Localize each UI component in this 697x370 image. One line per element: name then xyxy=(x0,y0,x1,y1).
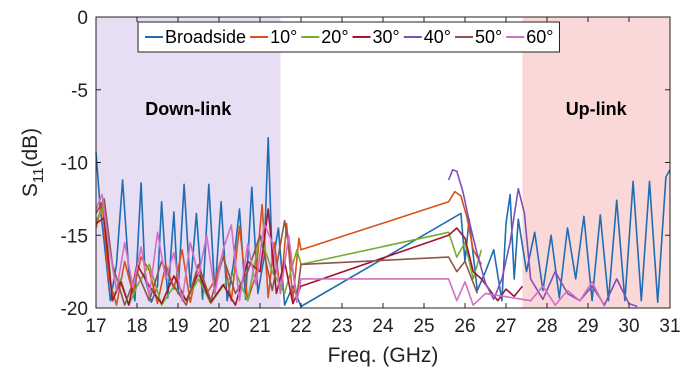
y-tick-label-2: -10 xyxy=(61,154,88,175)
y-tick-label-1: -5 xyxy=(71,81,88,102)
band-label-0: Down-link xyxy=(145,99,232,119)
series-line-5 xyxy=(95,198,479,306)
x-tick-label-0: 17 xyxy=(85,316,106,337)
x-tick-label-6: 23 xyxy=(331,316,352,337)
x-axis-title: Freq. (GHz) xyxy=(328,344,439,367)
x-tick-label-5: 22 xyxy=(290,316,311,337)
x-tick-label-10: 27 xyxy=(495,316,516,337)
y-axis-title-main: S xyxy=(19,183,42,197)
x-tick-label-4: 21 xyxy=(249,316,270,337)
y-tick-label-4: -20 xyxy=(61,299,88,320)
series-line-6 xyxy=(95,193,606,307)
y-tick-label-0: 0 xyxy=(77,8,88,29)
legend-entry-0: Broadside xyxy=(165,27,246,47)
legend-entry-2: 20° xyxy=(321,27,348,47)
x-tick-label-3: 20 xyxy=(208,316,229,337)
band-label-1: Up-link xyxy=(566,99,628,119)
y-axis-title-unit: (dB) xyxy=(19,128,42,168)
x-tick-label-14: 31 xyxy=(659,316,680,337)
series-lines xyxy=(95,137,671,308)
x-tick-label-9: 26 xyxy=(454,316,475,337)
x-tick-label-13: 30 xyxy=(618,316,639,337)
band-labels: Down-link Up-link xyxy=(145,99,627,119)
axis-ticks: 17 18 19 20 21 22 23 24 25 26 27 28 29 30 31 0 -5 -10 -15 -… xyxy=(61,8,681,337)
legend-entry-4: 40° xyxy=(424,27,451,47)
legend-entry-6: 60° xyxy=(526,27,553,47)
x-tick-label-8: 25 xyxy=(413,316,434,337)
x-tick-label-12: 29 xyxy=(577,316,598,337)
x-tick-label-7: 24 xyxy=(372,316,394,337)
y-axis-title-subscript: 11 xyxy=(30,168,47,184)
x-tick-label-1: 18 xyxy=(126,316,147,337)
y-tick-label-3: -15 xyxy=(61,226,88,247)
legend-entry-5: 50° xyxy=(475,27,502,47)
x-tick-label-11: 28 xyxy=(536,316,557,337)
legend-entry-3: 30° xyxy=(373,27,400,47)
frequency-bands xyxy=(96,17,670,308)
legend-box xyxy=(137,21,560,53)
legend: Broadside 10° 20° 30° 40° 50° 60° xyxy=(137,21,560,53)
legend-entry-1: 10° xyxy=(270,27,297,47)
series-line-1 xyxy=(95,190,483,306)
y-axis-title: S11(dB) xyxy=(19,128,47,197)
x-tick-label-2: 19 xyxy=(167,316,188,337)
